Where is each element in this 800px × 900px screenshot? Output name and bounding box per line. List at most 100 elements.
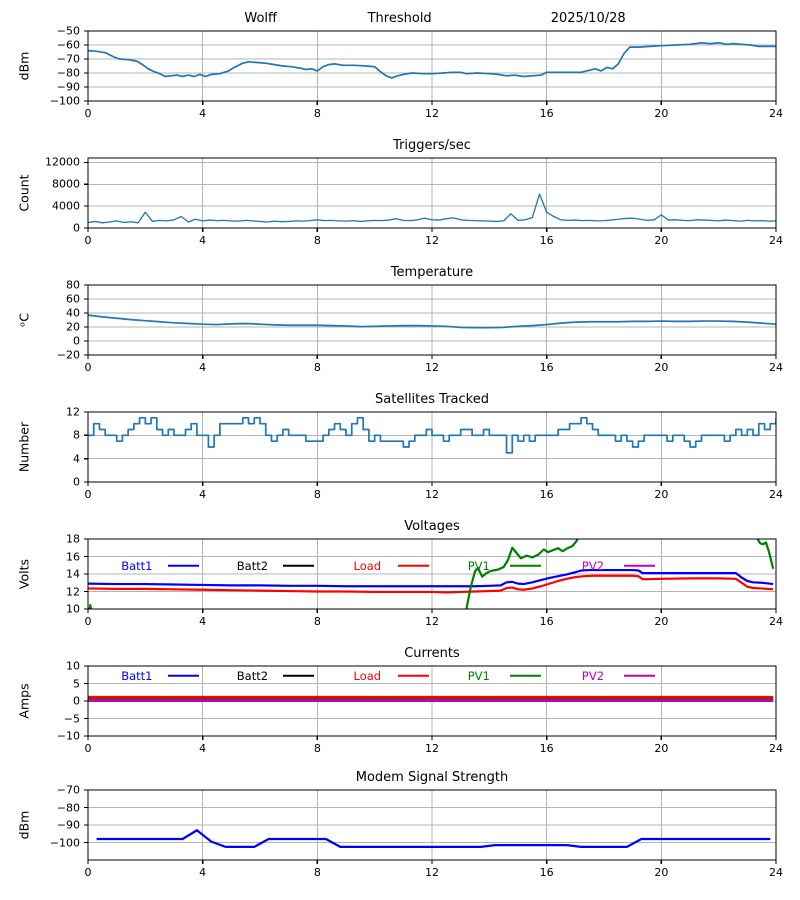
plot-area-temperature <box>84 284 777 359</box>
ylabel-triggers-per-sec: Count <box>16 174 32 212</box>
xtick-modem-signal-strength-0: 0 <box>84 866 92 879</box>
xtick-modem-signal-strength-20: 20 <box>654 866 669 879</box>
ytick-modem-signal-strength--100: −100 <box>49 836 80 849</box>
ytick-satellites-tracked-4: 4 <box>73 452 80 466</box>
legend-sample-currents-Load <box>398 674 430 678</box>
legend-label-currents-PV1: PV1 <box>467 668 490 683</box>
xtick-wolff-threshold-24: 24 <box>769 107 783 120</box>
xtick-currents-0: 0 <box>84 742 92 755</box>
ytick-modem-signal-strength--70: −70 <box>56 783 80 797</box>
xtick-temperature-0: 0 <box>84 361 92 374</box>
ytick-wolff-threshold--50: −50 <box>56 24 80 38</box>
series-satellite-count <box>88 416 776 454</box>
ytick-triggers-per-sec-12000: 12000 <box>45 155 80 169</box>
ytick-triggers-per-sec-8000: 8000 <box>52 177 80 191</box>
series-modem-dbm <box>96 829 771 848</box>
xtick-satellites-tracked-12: 12 <box>425 488 439 501</box>
xtick-temperature-16: 16 <box>539 361 554 374</box>
plot-area-voltages <box>84 538 777 613</box>
ytick-temperature-0: 0 <box>73 334 80 348</box>
xtick-temperature-8: 8 <box>313 361 321 374</box>
ytick-currents-10: 10 <box>66 659 80 673</box>
legend-sample-currents-Batt2 <box>283 674 315 678</box>
plot-area-satellites-tracked <box>84 411 777 486</box>
plot-area-triggers-per-sec <box>84 157 777 232</box>
ytick-temperature--20: −20 <box>56 348 80 362</box>
xtick-currents-16: 16 <box>539 742 554 755</box>
ytick-triggers-per-sec-0: 0 <box>73 221 80 235</box>
ytick-currents-0: 0 <box>73 694 80 708</box>
legend-sample-currents-PV2 <box>623 674 655 678</box>
xtick-temperature-20: 20 <box>654 361 669 374</box>
ytick-wolff-threshold--100: −100 <box>49 94 80 108</box>
series-temp-c <box>88 314 776 329</box>
chart-title-triggers-per-sec: Triggers/sec <box>393 138 471 153</box>
xtick-triggers-per-sec-20: 20 <box>654 234 669 247</box>
ylabel-modem-signal-strength: dBm <box>16 810 32 840</box>
ytick-voltages-18: 18 <box>66 532 80 546</box>
xtick-satellites-tracked-16: 16 <box>539 488 554 501</box>
xtick-modem-signal-strength-16: 16 <box>539 866 554 879</box>
xtick-currents-20: 20 <box>654 742 669 755</box>
chart-title-currents: Currents <box>404 646 460 661</box>
legend-label-currents-Batt2: Batt2 <box>236 668 269 683</box>
xtick-wolff-threshold-0: 0 <box>84 107 92 120</box>
chart-title-satellites-tracked: Satellites Tracked <box>375 392 489 407</box>
ytick-temperature-60: 60 <box>66 292 80 306</box>
legend-label-voltages-PV2: PV2 <box>581 558 605 573</box>
chart-title-modem-signal-strength: Modem Signal Strength <box>355 770 509 785</box>
xtick-modem-signal-strength-8: 8 <box>313 866 321 879</box>
xtick-currents-4: 4 <box>199 742 207 755</box>
xtick-currents-24: 24 <box>769 742 783 755</box>
xtick-temperature-12: 12 <box>425 361 439 374</box>
legend-label-voltages-Batt1: Batt1 <box>121 558 153 573</box>
chart-title-temperature: Temperature <box>390 265 474 280</box>
chart-title-wolff-threshold-0: Wolff <box>244 11 277 26</box>
xtick-triggers-per-sec-12: 12 <box>425 234 439 247</box>
xtick-triggers-per-sec-0: 0 <box>84 234 92 247</box>
ytick-satellites-tracked-12: 12 <box>66 405 80 419</box>
ylabel-currents: Amps <box>16 683 32 719</box>
xtick-temperature-24: 24 <box>769 361 783 374</box>
series-trigger-count <box>88 193 776 224</box>
ytick-wolff-threshold--60: −60 <box>56 38 80 52</box>
xtick-satellites-tracked-20: 20 <box>654 488 669 501</box>
ytick-currents-5: 5 <box>73 677 80 690</box>
ytick-wolff-threshold--80: −80 <box>56 66 80 80</box>
legend-sample-voltages-Batt1 <box>167 564 199 568</box>
series-Load <box>88 574 774 594</box>
ylabel-satellites-tracked: Number <box>16 421 32 473</box>
ytick-wolff-threshold--70: −70 <box>56 52 80 66</box>
legend-sample-currents-Batt1 <box>167 674 199 678</box>
ytick-satellites-tracked-0: 0 <box>73 475 80 489</box>
series-Batt1 <box>88 568 774 588</box>
legend-label-voltages-Batt2: Batt2 <box>236 558 269 573</box>
ytick-satellites-tracked-8: 8 <box>73 428 80 442</box>
xtick-satellites-tracked-0: 0 <box>84 488 92 501</box>
ytick-temperature-20: 20 <box>66 320 80 334</box>
xtick-wolff-threshold-20: 20 <box>654 107 669 120</box>
ylabel-voltages: Volts <box>16 558 32 590</box>
xtick-modem-signal-strength-24: 24 <box>769 866 783 879</box>
ytick-currents--5: −5 <box>63 712 80 725</box>
series-PV1 <box>88 539 775 609</box>
ytick-modem-signal-strength--90: −90 <box>56 818 80 832</box>
xtick-modem-signal-strength-4: 4 <box>199 866 207 879</box>
xtick-voltages-24: 24 <box>769 615 783 628</box>
ytick-voltages-16: 16 <box>66 550 80 563</box>
xtick-triggers-per-sec-16: 16 <box>539 234 554 247</box>
xtick-wolff-threshold-4: 4 <box>199 107 207 120</box>
xtick-voltages-4: 4 <box>199 615 207 628</box>
xtick-triggers-per-sec-8: 8 <box>313 234 321 247</box>
legend-sample-voltages-Load <box>398 564 430 568</box>
legend-label-currents-PV2: PV2 <box>581 668 605 683</box>
legend-sample-voltages-PV2 <box>623 564 655 568</box>
plot-area-modem-signal-strength <box>84 789 777 864</box>
chart-title-wolff-threshold-2: 2025/10/28 <box>550 11 626 26</box>
xtick-voltages-20: 20 <box>654 615 669 628</box>
ylabel-temperature: ᵒC <box>16 313 32 327</box>
ytick-currents--10: −10 <box>56 729 80 743</box>
legend-sample-currents-PV1 <box>509 674 541 678</box>
ytick-voltages-10: 10 <box>66 602 80 616</box>
